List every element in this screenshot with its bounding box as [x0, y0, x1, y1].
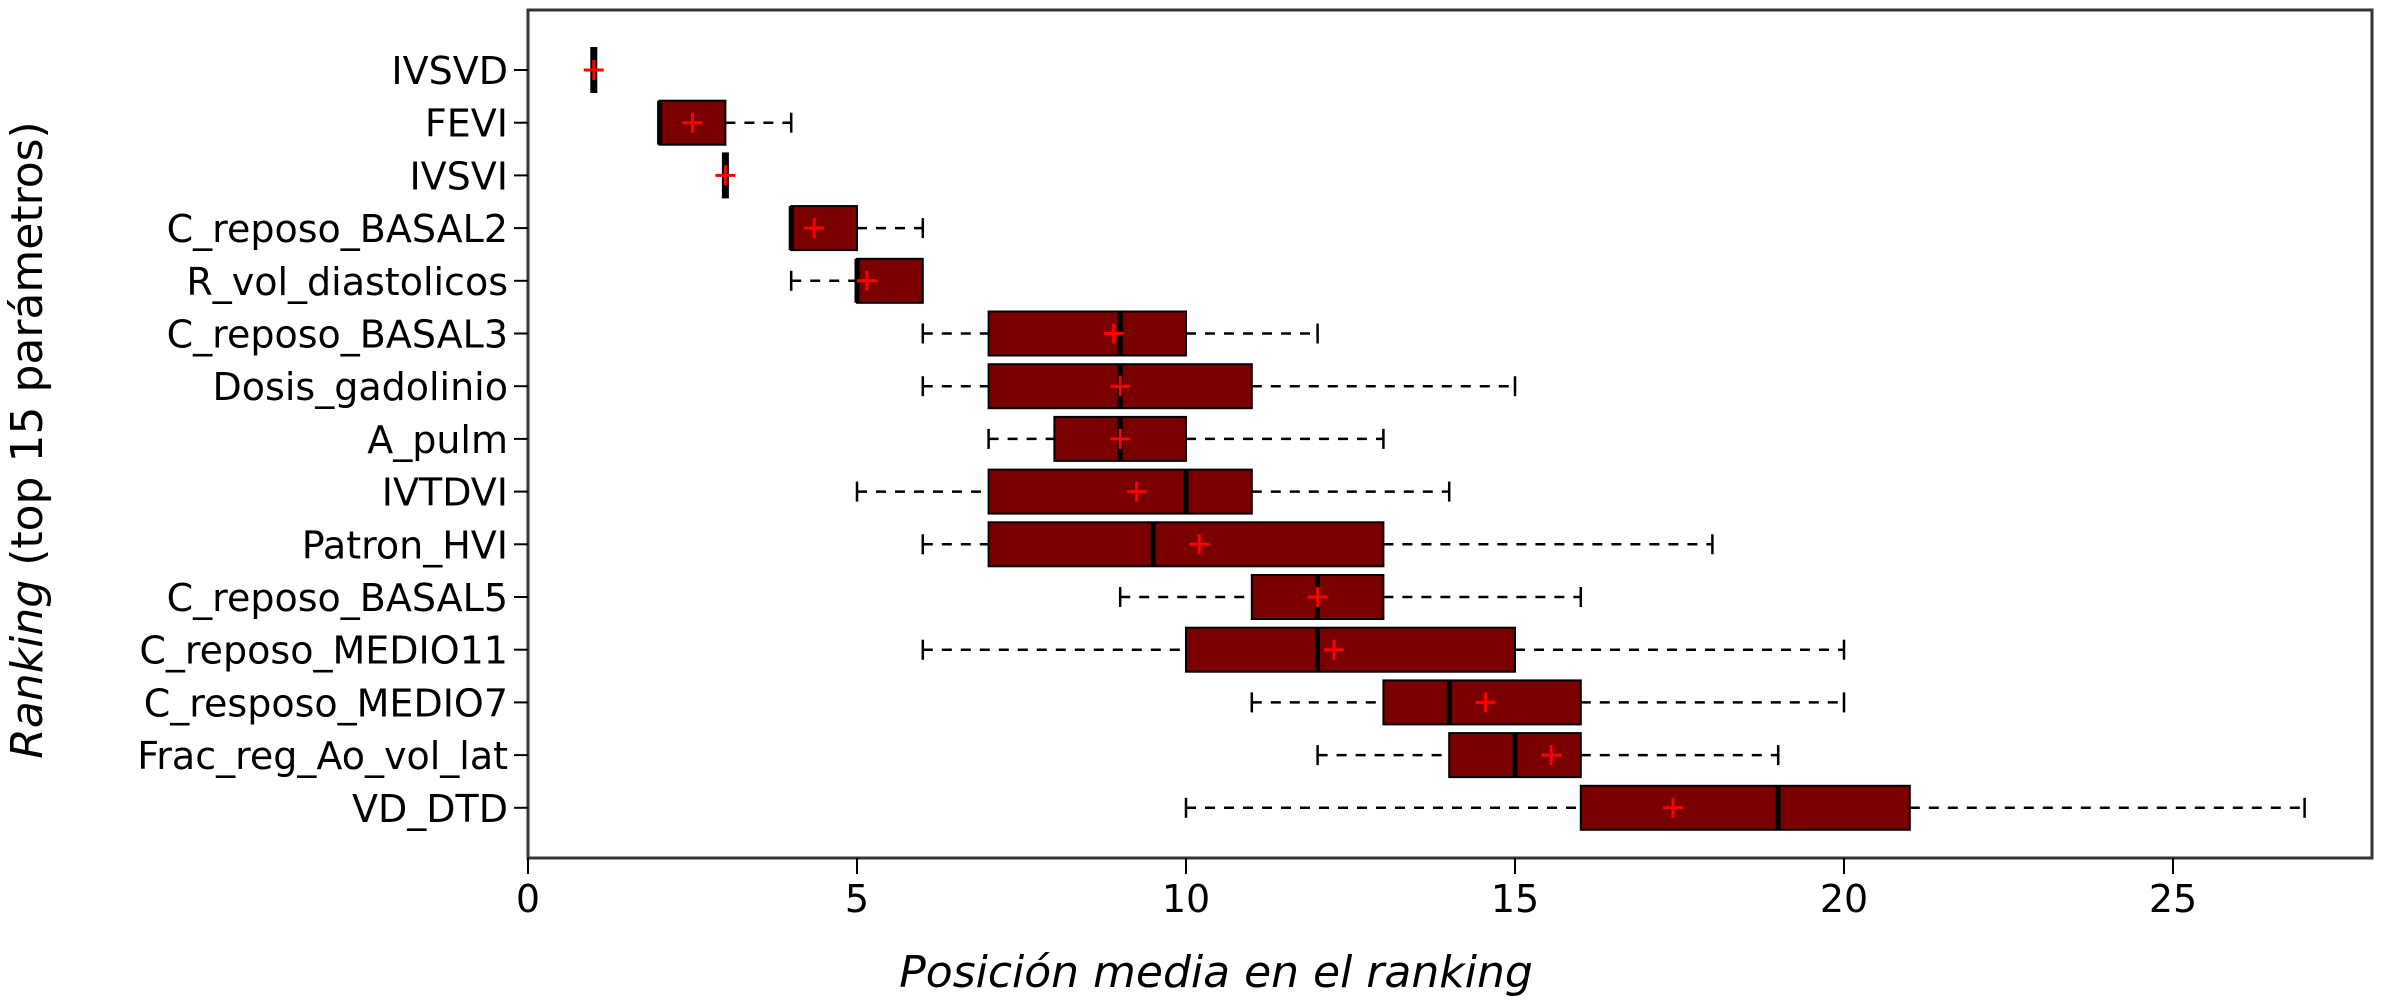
box-row [1184, 784, 2306, 831]
box-iqr [987, 468, 1253, 515]
x-tick-label: 0 [516, 877, 540, 921]
y-tick-label: C_reposo_MEDIO11 [139, 629, 508, 673]
box-row [1250, 679, 1846, 726]
x-axis: 0 5 10 15 20 25 [516, 858, 2197, 921]
y-tick-label: C_reposo_BASAL2 [167, 207, 508, 251]
y-tick-label: R_vol_diastolicos [186, 260, 508, 304]
box-iqr [987, 521, 1385, 568]
box-row [921, 626, 1846, 673]
box-row [987, 415, 1385, 462]
box-row [855, 468, 1451, 515]
box-row [921, 310, 1319, 357]
x-tick-label: 5 [845, 877, 869, 921]
x-tick-label: 15 [1491, 877, 1539, 921]
box-row [789, 257, 924, 304]
box-row [715, 152, 736, 199]
box-row [583, 47, 604, 93]
x-tick-label: 25 [2149, 877, 2197, 921]
x-axis-title: Posición media en el ranking [899, 947, 1533, 998]
x-tick-label: 20 [1820, 877, 1868, 921]
y-tick-label: IVSVD [391, 49, 508, 93]
y-tick-label: C_resposo_MEDIO7 [144, 681, 508, 725]
box-iqr [987, 310, 1187, 357]
y-tick-label: IVTDVI [382, 471, 508, 515]
y-tick-label: Patron_HVI [302, 523, 508, 567]
y-axis-title-rest: (top 15 parámetros) [2, 121, 53, 579]
y-axis-labels: IVSVD FEVI IVSVI C_reposo_BASAL2 R_vol_diast… [137, 49, 528, 831]
box-iqr [1185, 626, 1516, 673]
box-row [788, 205, 925, 252]
y-tick-label: C_reposo_BASAL5 [167, 576, 508, 620]
y-axis-title-italic: Ranking [2, 580, 53, 759]
boxes-layer [583, 47, 2306, 831]
y-tick-label: Frac_reg_Ao_vol_lat [137, 734, 508, 778]
y-tick-label: IVSVI [409, 154, 508, 198]
box-row [1316, 732, 1780, 779]
box-row [921, 363, 1517, 410]
y-tick-label: Dosis_gadolinio [213, 365, 508, 409]
box-iqr [1579, 784, 1911, 831]
plot-frame [526, 8, 2374, 860]
y-tick-label: A_pulm [367, 418, 508, 462]
y-axis-title: Ranking (top 15 parámetros) [2, 121, 53, 758]
box-row [1118, 574, 1583, 620]
y-tick-label: VD_DTD [352, 787, 508, 831]
box-row [921, 521, 1714, 568]
x-tick-label: 10 [1162, 877, 1210, 921]
box-row [657, 99, 793, 146]
y-tick-label: FEVI [425, 102, 508, 146]
y-tick-label: C_reposo_BASAL3 [167, 313, 508, 357]
